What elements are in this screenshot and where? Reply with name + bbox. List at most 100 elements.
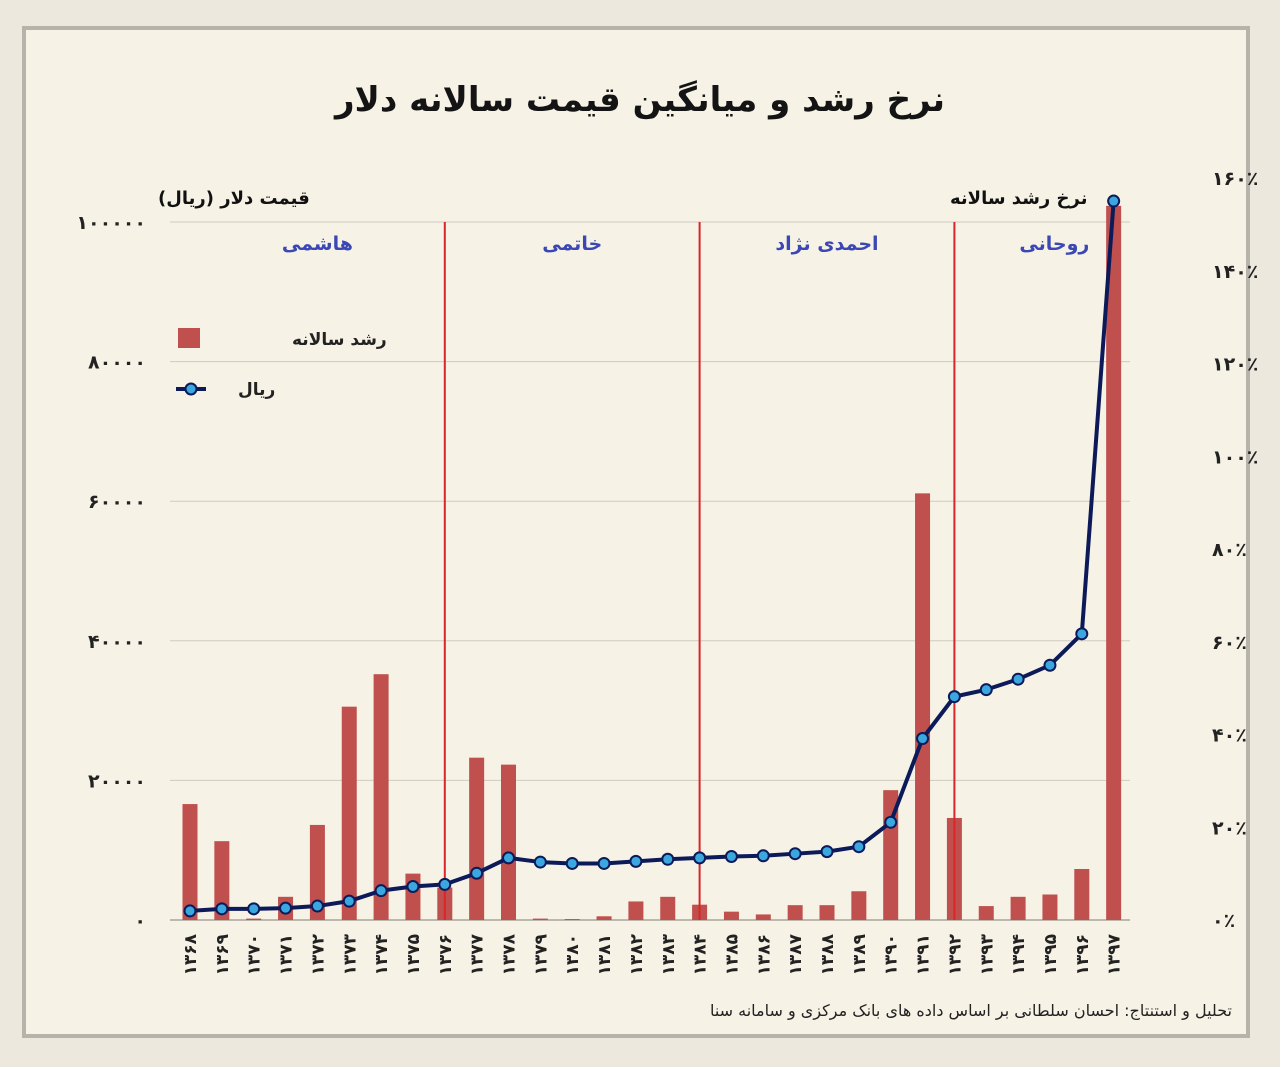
rial-price-marker bbox=[1075, 627, 1089, 641]
rial-price-marker bbox=[215, 902, 229, 916]
era-label: روحانی bbox=[1019, 233, 1089, 255]
left-axis-tick-label: ۲۰۰۰۰ bbox=[88, 770, 146, 792]
x-axis-tick-label: ۱۳۸۳ bbox=[659, 933, 679, 975]
x-axis-tick-label: ۱۳۸۹ bbox=[850, 933, 870, 975]
left-axis-tick-label: ۰ bbox=[134, 910, 146, 932]
x-axis-tick-label: ۱۳۹۲ bbox=[945, 933, 965, 975]
rial-price-marker bbox=[597, 856, 611, 870]
bar-annual-growth bbox=[723, 911, 739, 920]
rial-price-marker bbox=[502, 851, 515, 865]
x-axis-tick-label: ۱۳۷۲ bbox=[308, 933, 328, 975]
era-label: هاشمی bbox=[282, 233, 353, 255]
right-axis-title: نرخ رشد سالانه bbox=[950, 188, 1088, 209]
bar-annual-growth bbox=[532, 918, 548, 920]
x-axis-tick-label: ۱۳۸۸ bbox=[818, 933, 838, 975]
x-axis-tick-label: ۱۳۸۴ bbox=[691, 934, 711, 976]
rial-price-marker bbox=[279, 901, 293, 915]
right-axis-tick-label: ۲۰٪ bbox=[1212, 817, 1247, 839]
bar-annual-growth bbox=[978, 906, 994, 920]
legend-swatch-growth bbox=[178, 328, 200, 348]
rial-price-marker bbox=[533, 855, 547, 869]
x-axis-tick-label: ۱۳۹۶ bbox=[1073, 934, 1093, 976]
rial-price-marker bbox=[947, 690, 961, 704]
rial-price-marker bbox=[565, 856, 579, 870]
rial-price-marker bbox=[183, 904, 197, 918]
right-axis-tick-label: ۴۰٪ bbox=[1212, 725, 1247, 747]
x-axis-tick-label: ۱۳۸۵ bbox=[722, 934, 742, 976]
rial-price-marker bbox=[342, 894, 356, 908]
x-axis-tick-label: ۱۳۷۰ bbox=[245, 934, 265, 976]
x-axis-tick-label: ۱۳۸۱ bbox=[595, 934, 615, 976]
rial-price-marker bbox=[916, 732, 930, 746]
bar-annual-growth bbox=[660, 896, 676, 920]
x-axis-tick-label: ۱۳۹۱ bbox=[914, 934, 934, 976]
bar-annual-growth bbox=[1074, 868, 1090, 920]
rial-price-marker bbox=[1043, 658, 1057, 672]
x-axis-tick-label: ۱۳۹۷ bbox=[1105, 933, 1125, 975]
x-axis-tick-label: ۱۳۸۶ bbox=[754, 934, 774, 976]
x-axis-tick-label: ۱۳۸۷ bbox=[786, 933, 806, 975]
chart-title: نرخ رشد و میانگین قیمت سالانه دلار bbox=[334, 80, 946, 120]
left-axis-tick-label: ۶۰۰۰۰ bbox=[88, 491, 146, 513]
x-axis-tick-label: ۱۳۷۶ bbox=[436, 934, 456, 976]
right-axis-tick-label: ۱۴۰٪ bbox=[1212, 261, 1258, 283]
rial-price-marker bbox=[1107, 194, 1121, 208]
rial-price-marker bbox=[820, 845, 834, 859]
x-axis-tick-label: ۱۳۹۴ bbox=[1009, 934, 1029, 976]
rial-price-marker bbox=[661, 852, 675, 866]
bar-annual-growth bbox=[246, 918, 262, 920]
right-axis-tick-label: ۱۰۰٪ bbox=[1212, 446, 1258, 468]
x-axis-tick-label: ۱۳۷۵ bbox=[404, 934, 424, 976]
x-axis-tick-label: ۱۳۶۸ bbox=[181, 933, 201, 975]
left-axis-tick-label: ۴۰۰۰۰ bbox=[88, 631, 146, 653]
bar-annual-growth bbox=[851, 891, 867, 920]
rial-price-marker bbox=[1011, 672, 1025, 686]
right-axis-tick-label: ۰٪ bbox=[1212, 910, 1235, 932]
x-axis-tick-label: ۱۳۷۳ bbox=[340, 933, 360, 975]
bar-annual-growth bbox=[628, 901, 644, 920]
x-axis-tick-label: ۱۳۶۹ bbox=[213, 933, 233, 975]
bar-annual-growth bbox=[1042, 894, 1058, 920]
rial-price-marker bbox=[629, 854, 643, 868]
source-credit: تحلیل و استنتاج: احسان سلطانی بر اساس دا… bbox=[709, 1001, 1232, 1020]
era-label: خاتمی bbox=[542, 233, 602, 255]
bar-annual-growth bbox=[787, 905, 803, 920]
bar-annual-growth bbox=[564, 919, 580, 920]
bar-annual-growth bbox=[819, 905, 835, 920]
right-axis-tick-label: ۸۰٪ bbox=[1212, 539, 1247, 561]
rial-price-marker bbox=[438, 877, 452, 891]
left-axis-title: قیمت دلار (ریال) bbox=[158, 188, 310, 209]
left-axis-tick-label: ۸۰۰۰۰ bbox=[88, 352, 146, 374]
right-axis-tick-label: ۱۲۰٪ bbox=[1212, 354, 1258, 376]
legend-label-rial: ریال bbox=[238, 380, 275, 400]
x-axis-tick-label: ۱۳۹۳ bbox=[977, 933, 997, 975]
rial-price-marker bbox=[852, 840, 866, 854]
bar-annual-growth bbox=[1106, 205, 1122, 920]
rial-price-marker bbox=[693, 851, 707, 865]
rial-price-marker bbox=[310, 899, 324, 913]
rial-price-marker bbox=[884, 815, 898, 829]
rial-price-marker bbox=[374, 884, 388, 898]
rial-price-marker bbox=[788, 847, 802, 861]
x-axis-tick-label: ۱۳۸۰ bbox=[563, 934, 583, 976]
bar-annual-growth bbox=[596, 916, 612, 920]
x-axis-tick-label: ۱۳۷۷ bbox=[468, 933, 488, 975]
rial-price-marker bbox=[406, 879, 420, 893]
rial-price-marker bbox=[724, 849, 738, 863]
bar-annual-growth bbox=[309, 824, 325, 920]
rial-price-marker bbox=[979, 683, 993, 697]
bar-annual-growth bbox=[214, 841, 230, 920]
bar-annual-growth bbox=[1010, 896, 1026, 920]
bar-annual-growth bbox=[755, 914, 771, 920]
rial-price-marker bbox=[247, 902, 261, 916]
rial-price-line bbox=[189, 200, 1116, 913]
rial-price-marker bbox=[756, 849, 770, 863]
bar-annual-growth bbox=[915, 493, 931, 920]
era-label: احمدی نژاد bbox=[775, 233, 878, 255]
rial-price-marker bbox=[470, 866, 484, 880]
bar-annual-growth bbox=[373, 674, 389, 920]
x-axis-tick-label: ۱۳۷۹ bbox=[531, 933, 551, 975]
right-axis-tick-label: ۶۰٪ bbox=[1212, 632, 1247, 654]
right-axis-tick-label: ۱۶۰٪ bbox=[1212, 168, 1258, 190]
bar-annual-growth bbox=[182, 804, 198, 920]
